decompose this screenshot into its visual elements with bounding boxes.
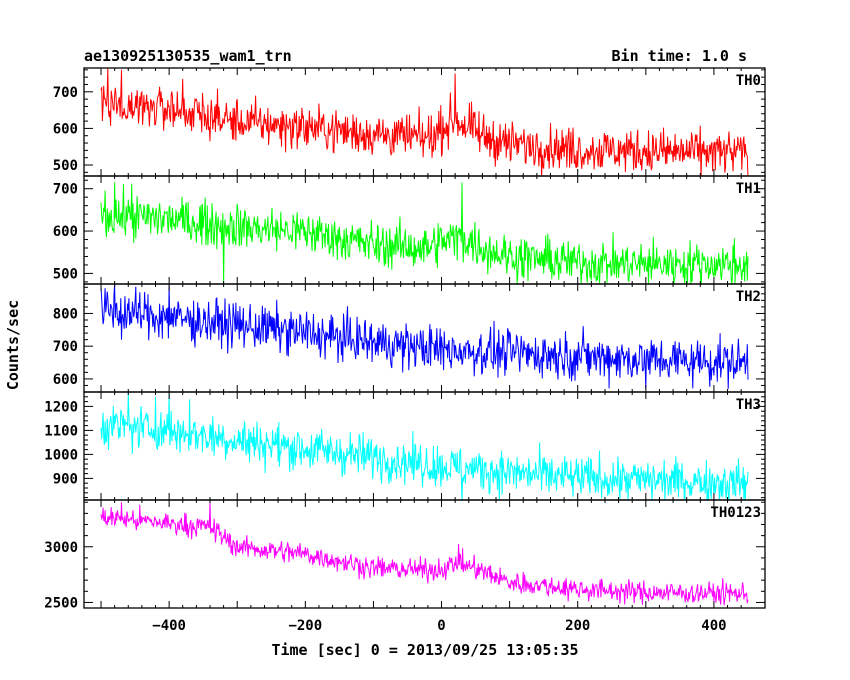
panels-group: 500 600 700 TH0 500 600 700 TH1 600 700 800 TH2 900 1… [44, 67, 766, 611]
y-tick-label: 500 [53, 158, 78, 174]
panel-label-th2: TH2 [736, 289, 761, 305]
y-tick-label: 2500 [44, 595, 78, 611]
y-tick-label: 700 [53, 182, 78, 198]
y-tick-label: 1000 [44, 447, 78, 463]
y-tick-label: 900 [53, 471, 78, 487]
panel-frame [83, 283, 766, 393]
x-tick-label: −200 [288, 618, 322, 634]
panel-frame [83, 499, 766, 609]
panel-th3: 900 1000 1100 1200 TH3 [44, 391, 766, 501]
chart-title: ae130925130535_wam1_trn [84, 47, 292, 65]
panel-th1: 500 600 700 TH1 [53, 175, 766, 285]
x-tick-label: 400 [701, 618, 726, 634]
series-line-th2 [100, 284, 749, 389]
series-line-th3 [100, 392, 749, 500]
x-axis-label: Time [sec] 0 = 2013/09/25 13:05:35 [271, 641, 578, 659]
panel-th2: 600 700 800 TH2 [53, 283, 766, 393]
x-tick-label: −400 [152, 618, 186, 634]
y-tick-label: 600 [53, 224, 78, 240]
panel-label-th0: TH0 [736, 73, 761, 89]
panel-frame [83, 175, 766, 285]
y-tick-label: 600 [53, 372, 78, 388]
y-tick-label: 700 [53, 339, 78, 355]
y-tick-label: 3000 [44, 540, 78, 556]
panel-label-th0123: TH0123 [710, 505, 761, 521]
y-tick-label: 1200 [44, 399, 78, 415]
x-tick-label: 200 [565, 618, 590, 634]
y-tick-label: 800 [53, 306, 78, 322]
y-tick-label: 600 [53, 121, 78, 137]
panel-label-th1: TH1 [736, 181, 761, 197]
panel-th0123: 2500 3000 TH0123 [44, 499, 766, 611]
y-tick-label: 1100 [44, 423, 78, 439]
x-axis: −400 −200 0 200 400 [152, 618, 726, 634]
x-tick-label: 0 [437, 618, 445, 634]
y-tick-label: 500 [53, 266, 78, 282]
series-line-th1 [100, 182, 749, 284]
y-axis-label: Counts/sec [4, 300, 22, 390]
panel-label-th3: TH3 [736, 397, 761, 413]
panel-th0: 500 600 700 TH0 [53, 67, 766, 177]
y-tick-label: 700 [53, 85, 78, 101]
bin-time-label: Bin time: 1.0 s [612, 47, 747, 65]
series-line-th0123 [100, 501, 749, 606]
series-line-th0 [100, 68, 749, 176]
